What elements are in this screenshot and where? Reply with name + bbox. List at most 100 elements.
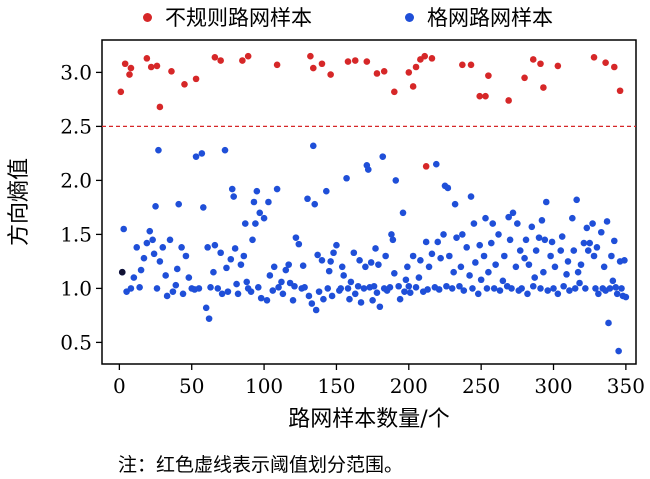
point-grid bbox=[207, 284, 214, 291]
point-grid bbox=[218, 290, 226, 298]
point-irregular bbox=[537, 60, 544, 68]
point-grid bbox=[532, 247, 540, 254]
point-grid bbox=[163, 292, 171, 300]
point-grid bbox=[256, 209, 264, 217]
point-grid bbox=[590, 252, 598, 260]
point-grid bbox=[214, 285, 222, 292]
y-tick-label: 0.5 bbox=[60, 330, 92, 354]
point-grid bbox=[356, 257, 363, 264]
point-grid bbox=[453, 234, 460, 241]
point-grid bbox=[446, 252, 453, 260]
plot-frame bbox=[101, 39, 637, 365]
point-grid bbox=[613, 290, 621, 298]
point-grid bbox=[127, 285, 135, 292]
point-grid bbox=[185, 274, 193, 281]
point-irregular bbox=[590, 53, 598, 61]
point-grid bbox=[563, 271, 570, 278]
point-grid bbox=[417, 257, 424, 264]
point-grid bbox=[370, 282, 378, 290]
point-grid bbox=[285, 261, 292, 268]
point-grid bbox=[382, 252, 389, 260]
point-grid bbox=[621, 257, 628, 264]
point-grid bbox=[325, 267, 333, 275]
point-grid bbox=[172, 281, 180, 289]
point-grid bbox=[224, 288, 232, 295]
point-grid bbox=[580, 239, 588, 247]
point-grid bbox=[227, 255, 235, 263]
point-irregular bbox=[181, 80, 188, 88]
point-grid bbox=[495, 231, 502, 238]
point-grid bbox=[509, 209, 517, 217]
point-grid bbox=[610, 237, 618, 245]
point-grid bbox=[120, 225, 128, 233]
point-grid bbox=[434, 238, 442, 246]
point-grid bbox=[143, 239, 151, 247]
point-grid bbox=[489, 220, 497, 227]
point-grid bbox=[292, 234, 300, 241]
point-grid bbox=[133, 244, 141, 251]
point-grid bbox=[346, 295, 353, 303]
point-grid bbox=[231, 245, 239, 252]
point-grid bbox=[456, 282, 463, 290]
point-grid bbox=[250, 198, 258, 206]
point-grid bbox=[318, 257, 326, 264]
point-grid bbox=[254, 284, 262, 291]
point-grid bbox=[233, 280, 240, 288]
point-irregular bbox=[467, 61, 475, 69]
point-grid bbox=[327, 258, 334, 265]
point-grid bbox=[162, 272, 169, 279]
point-irregular bbox=[143, 55, 151, 62]
point-irregular bbox=[421, 52, 429, 60]
point-grid bbox=[260, 214, 268, 222]
point-grid bbox=[360, 285, 368, 292]
point-grid bbox=[351, 290, 359, 298]
point-grid bbox=[312, 306, 320, 314]
point-grid bbox=[247, 288, 255, 295]
point-grid bbox=[372, 245, 379, 252]
point-grid bbox=[582, 285, 589, 292]
point-grid bbox=[253, 187, 261, 195]
point-grid bbox=[457, 263, 465, 271]
point-grid bbox=[205, 315, 213, 322]
point-grid bbox=[275, 284, 282, 291]
point-grid bbox=[595, 290, 602, 298]
point-grid bbox=[320, 295, 327, 303]
point-grid bbox=[344, 285, 352, 292]
point-grid bbox=[482, 214, 489, 222]
point-grid bbox=[153, 285, 161, 292]
y-axis-label: 方向熵值 bbox=[7, 158, 32, 246]
point-irregular bbox=[610, 63, 618, 71]
point-grid bbox=[589, 220, 596, 227]
point-irregular bbox=[307, 52, 314, 60]
point-irregular bbox=[505, 97, 512, 104]
point-grid bbox=[406, 289, 414, 297]
point-grid bbox=[448, 285, 456, 292]
point-irregular bbox=[363, 58, 371, 65]
point-grid bbox=[521, 254, 528, 262]
legend-marker-grid bbox=[405, 12, 414, 22]
point-grid bbox=[337, 285, 345, 292]
point-grid bbox=[324, 285, 332, 292]
point-grid bbox=[524, 290, 531, 298]
point-irregular bbox=[239, 57, 246, 64]
point-irregular bbox=[391, 88, 398, 96]
point-grid bbox=[551, 263, 559, 271]
x-axis-label: 路网样本数量/个 bbox=[288, 407, 449, 432]
point-grid bbox=[182, 252, 190, 260]
point-irregular bbox=[121, 60, 129, 68]
point-grid bbox=[564, 258, 572, 265]
point-grid bbox=[278, 278, 285, 286]
point-grid bbox=[612, 284, 620, 291]
point-grid bbox=[577, 261, 585, 268]
point-grid bbox=[424, 286, 431, 293]
point-grid bbox=[241, 220, 249, 227]
point-grid bbox=[472, 259, 479, 266]
point-grid bbox=[362, 263, 369, 271]
point-grid bbox=[560, 282, 567, 290]
point-grid bbox=[460, 287, 468, 294]
point-grid bbox=[592, 285, 599, 292]
point-grid bbox=[512, 263, 520, 271]
point-grid bbox=[150, 250, 158, 258]
point-grid bbox=[603, 218, 611, 225]
point-irregular bbox=[602, 59, 609, 66]
